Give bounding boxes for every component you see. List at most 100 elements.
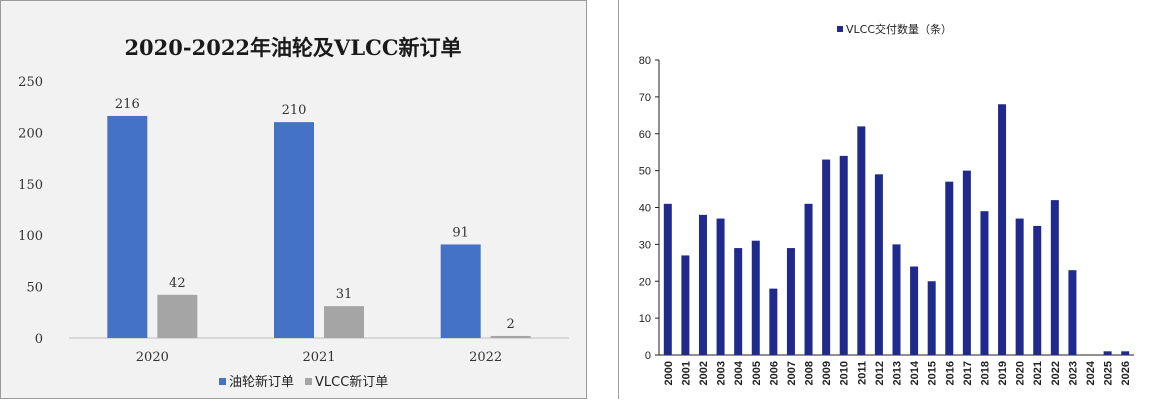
x-tick-label: 2024: [1085, 360, 1097, 385]
bar-vlcc-delivery: [1050, 200, 1059, 355]
bar-vlcc-delivery: [980, 211, 989, 355]
x-tick-label: 2000: [663, 361, 675, 385]
y-tick-label: 100: [18, 229, 43, 244]
x-tick-label: 2021: [1032, 361, 1044, 385]
x-tick-label: 2018: [979, 361, 991, 385]
bar-vlcc-delivery: [874, 174, 883, 355]
legend-swatch-vlcc-deliveries: [837, 26, 843, 32]
bar-vlcc-delivery: [663, 203, 672, 355]
bar-vlcc-orders: [490, 335, 531, 338]
legend-label-vlcc-deliveries: VLCC交付数量（条）: [846, 22, 952, 36]
x-axis: 2020 2021 2022: [69, 337, 569, 365]
x-tick-label: 2008: [804, 361, 816, 385]
bar-vlcc-delivery: [1015, 218, 1024, 355]
x-tick-label: 2019: [997, 361, 1009, 385]
bar-vlcc-delivery: [1068, 270, 1077, 355]
x-tick-label: 2021: [302, 350, 335, 365]
bar-vlcc-delivery: [804, 203, 813, 355]
y-tick-label: 50: [26, 281, 43, 296]
bar-vlcc-delivery: [1103, 351, 1112, 355]
x-tick-label: 2005: [751, 361, 763, 385]
legend: 油轮新订单 VLCC新订单: [219, 374, 388, 390]
bar-vlcc-delivery: [998, 104, 1007, 355]
data-labels-group: 216 42 210 31 91 2: [115, 97, 515, 332]
bar-vlcc-delivery: [945, 181, 954, 355]
x-tick-label: 2009: [821, 361, 833, 385]
x-tick-label: 2017: [962, 361, 974, 385]
x-tick-label: 2003: [716, 361, 728, 385]
y-tick-label: 250: [18, 75, 43, 90]
bar-tanker-orders: [440, 244, 481, 338]
legend: VLCC交付数量（条）: [837, 22, 952, 36]
bar-tanker-orders: [274, 122, 314, 339]
chart-title: 2020-2022年油轮及VLCC新订单: [124, 35, 461, 60]
left-chart-panel: 2020-2022年油轮及VLCC新订单 0 50 100 150 200 250 202…: [0, 0, 587, 399]
x-tick-label: 2016: [944, 361, 956, 385]
x-tick-label: 2014: [909, 360, 921, 385]
bar-vlcc-delivery: [698, 214, 707, 355]
x-tick-label: 2020: [136, 350, 169, 365]
bar-vlcc-delivery: [681, 255, 690, 355]
bar-vlcc-delivery: [786, 248, 795, 355]
y-tick-label: 200: [18, 126, 43, 141]
x-tick-label: 2011: [856, 361, 868, 385]
data-label: 210: [282, 103, 307, 118]
data-label: 42: [169, 276, 186, 291]
bar-vlcc-orders: [157, 294, 198, 338]
bar-vlcc-delivery: [962, 170, 971, 355]
x-tick-label: 2023: [1067, 361, 1079, 385]
bar-tanker-orders: [107, 115, 148, 339]
x-tick-label: 2002: [698, 361, 710, 385]
y-tick-label: 0: [645, 350, 651, 362]
bar-vlcc-delivery: [1033, 225, 1042, 355]
x-tick-label: 2020: [1015, 361, 1027, 385]
data-label: 31: [336, 287, 353, 302]
x-tick-label: 2012: [874, 361, 886, 385]
right-chart-panel: VLCC交付数量（条） 0 10 20 30 40 50 60 70 80 2000 2001 20…: [618, 0, 1155, 399]
bar-vlcc-delivery: [839, 155, 848, 355]
x-tick-label: 2001: [680, 361, 692, 385]
y-axis: 0 10 20 30 40 50 60 70 80: [639, 55, 660, 362]
x-axis: 2000 2001 2002 2003 2004 2005 2006 2007 2008 2009…: [659, 354, 1134, 385]
y-tick-label: 20: [639, 276, 651, 288]
x-tick-label: 2010: [839, 361, 851, 385]
new-orders-chart: 2020-2022年油轮及VLCC新订单 0 50 100 150 200 250 202…: [18, 35, 569, 390]
bars-group: [663, 104, 1130, 355]
bar-vlcc-delivery: [1121, 351, 1130, 355]
y-tick-label: 70: [639, 92, 651, 104]
y-tick-label: 40: [639, 203, 651, 215]
x-tick-label: 2022: [469, 350, 502, 365]
bar-vlcc-delivery: [822, 159, 831, 355]
bar-vlcc-delivery: [769, 288, 778, 355]
data-label: 2: [507, 317, 515, 332]
x-tick-label: 2004: [733, 360, 745, 385]
bar-vlcc-delivery: [927, 281, 936, 355]
bar-vlcc-delivery: [734, 248, 743, 355]
bar-vlcc-delivery: [857, 126, 866, 355]
data-label: 216: [115, 97, 140, 112]
x-tick-label: 2026: [1120, 361, 1132, 385]
bar-vlcc-orders: [324, 306, 364, 338]
x-tick-label: 2006: [768, 361, 780, 385]
legend-swatch-vlcc: [305, 378, 312, 385]
x-tick-label: 2013: [892, 361, 904, 385]
legend-swatch-tanker: [219, 378, 226, 385]
x-tick-label: 2025: [1103, 361, 1115, 385]
legend-label-tanker: 油轮新订单: [229, 374, 294, 390]
y-axis: 0 50 100 150 200 250: [18, 75, 43, 347]
y-tick-label: 60: [639, 129, 651, 141]
y-tick-label: 150: [18, 178, 43, 193]
bars-group: [107, 115, 531, 339]
y-tick-label: 80: [639, 55, 651, 67]
legend-label-vlcc: VLCC新订单: [315, 374, 388, 390]
data-label: 91: [452, 225, 469, 240]
x-tick-label: 2022: [1050, 361, 1062, 385]
x-tick-label: 2015: [927, 361, 939, 385]
bar-vlcc-delivery: [892, 244, 901, 355]
bar-vlcc-delivery: [751, 240, 760, 355]
bar-vlcc-delivery: [910, 266, 919, 355]
y-tick-label: 0: [35, 332, 43, 347]
y-tick-label: 10: [639, 313, 651, 325]
y-tick-label: 50: [639, 166, 651, 178]
